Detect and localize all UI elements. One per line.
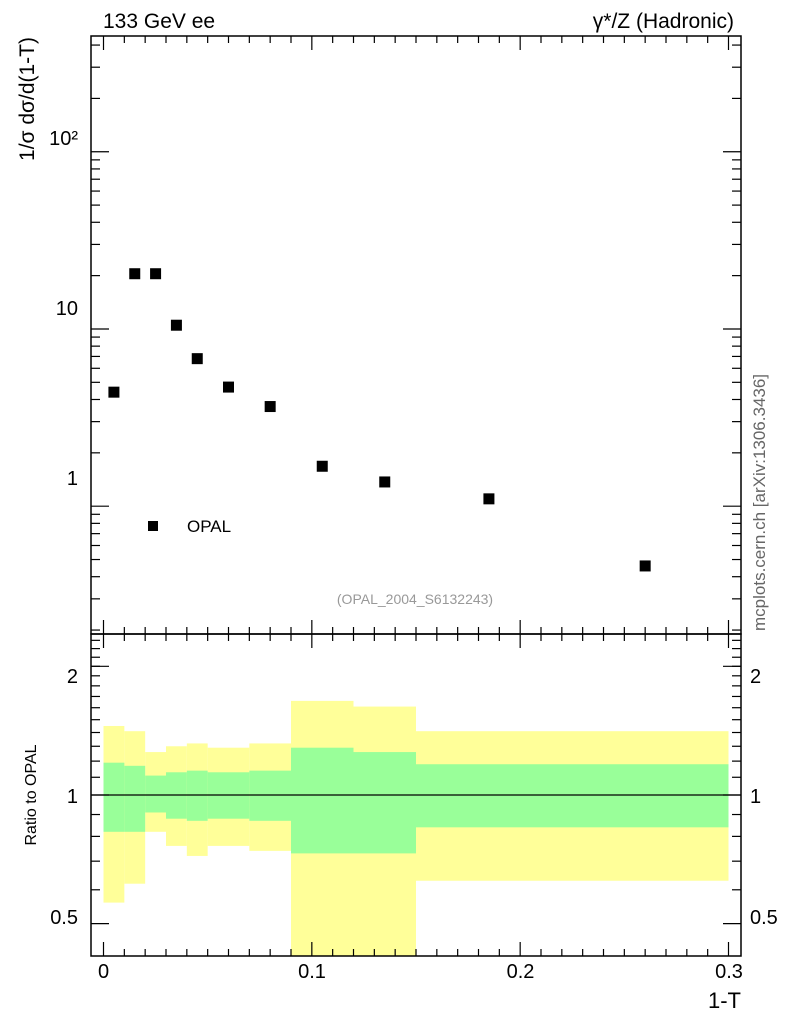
ratio-ytick-label-2: 2 xyxy=(67,666,78,688)
opal-point-5 xyxy=(223,381,234,393)
xtick-labels: 0 0.1 0.2 0.3 xyxy=(98,961,743,983)
ratio-ytick-label-0.5: 0.5 xyxy=(50,907,78,929)
main-frame xyxy=(90,35,742,635)
legend-label: OPAL xyxy=(187,517,231,536)
ratio-ytick-label-0.5-right: 0.5 xyxy=(750,907,778,929)
axis-ticks xyxy=(91,36,741,956)
ratio-ylabel: Ratio to OPAL xyxy=(23,744,40,845)
legend-marker xyxy=(148,521,158,531)
opal-point-4 xyxy=(191,353,203,365)
ytick-label-10: 10 xyxy=(56,298,78,320)
inner-band-bin-2 xyxy=(145,775,166,813)
inner-band-bin-4 xyxy=(186,770,208,821)
opal-point-9 xyxy=(483,493,495,505)
main-ylabel: 1/σ dσ/d(1-T) xyxy=(16,37,39,161)
chart-title-right: γ*/Z (Hadronic) xyxy=(593,10,734,33)
xtick-label-0.3: 0.3 xyxy=(715,961,743,983)
xtick-label-0.1: 0.1 xyxy=(298,961,326,983)
main-ytick-labels: 1 10 10² xyxy=(49,128,78,490)
inner-band-bin-7 xyxy=(291,747,354,854)
inner-band-bin-0 xyxy=(103,762,125,832)
xtick-label-0: 0 xyxy=(98,961,109,983)
ratio-bands xyxy=(103,700,729,956)
opal-point-8 xyxy=(379,476,391,488)
inner-band-bin-8 xyxy=(353,752,416,854)
opal-point-10 xyxy=(639,560,651,572)
opal-point-1 xyxy=(129,268,141,280)
opal-point-6 xyxy=(264,401,276,413)
legend: OPAL xyxy=(148,517,231,536)
ytick-label-1: 1 xyxy=(67,468,78,490)
xtick-label-0.2: 0.2 xyxy=(507,961,535,983)
opal-point-0 xyxy=(108,386,120,398)
xlabel: 1-T xyxy=(708,988,741,1013)
side-credit-label: mcplots.cern.ch [arXiv:1306.3436] xyxy=(750,374,769,631)
ytick-label-100: 10² xyxy=(49,128,78,150)
inner-band-bin-9 xyxy=(416,764,729,828)
opal-point-7 xyxy=(316,460,328,472)
ratio-ytick-label-1-right: 1 xyxy=(750,786,761,808)
opal-point-3 xyxy=(170,319,182,331)
ratio-ytick-label-2-right: 2 xyxy=(750,666,761,688)
inner-band-bin-1 xyxy=(124,765,146,832)
chart-title-left: 133 GeV ee xyxy=(103,10,215,33)
opal-point-2 xyxy=(150,268,162,280)
inner-band-bin-6 xyxy=(249,770,291,821)
analysis-watermark: (OPAL_2004_S6132243) xyxy=(337,591,493,607)
ratio-ytick-labels: 0.5 1 2 0.5 1 2 xyxy=(50,666,778,929)
ratio-ytick-label-1: 1 xyxy=(67,786,78,808)
opal-data-points xyxy=(108,268,651,572)
